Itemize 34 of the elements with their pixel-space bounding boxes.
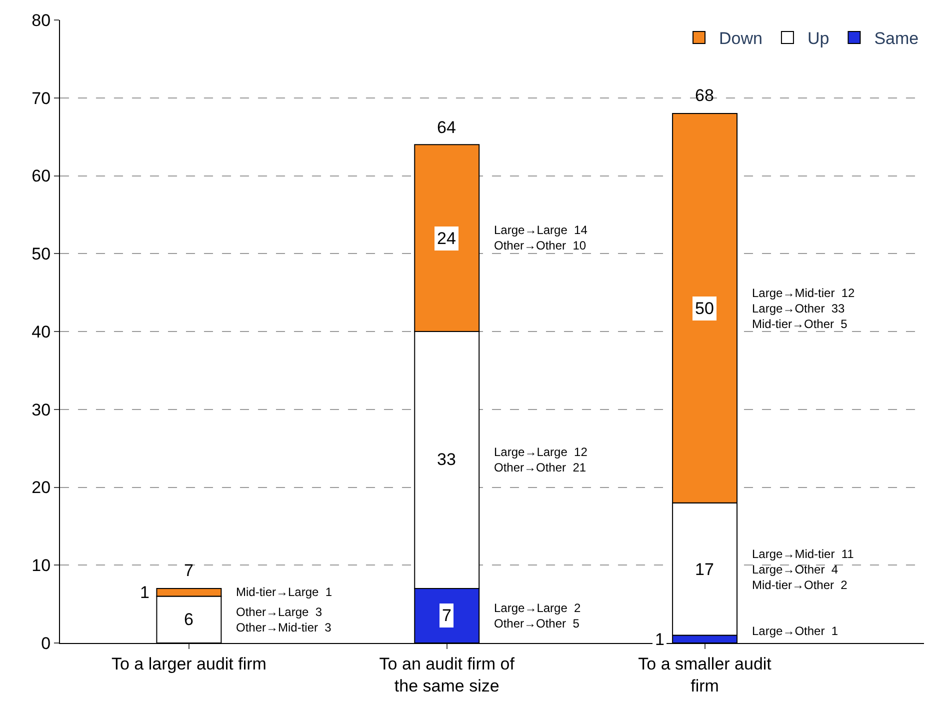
data-label: 24 bbox=[437, 229, 456, 248]
annotation: Mid-tier→Large 1 bbox=[236, 585, 332, 599]
y-tick-label: 80 bbox=[32, 10, 51, 30]
annotation: Large→Large 12 Other→Other 21 bbox=[494, 445, 588, 475]
data-label: 1 bbox=[140, 583, 150, 602]
x-tick-label: To a larger audit firm bbox=[111, 654, 266, 674]
total-label: 64 bbox=[437, 118, 456, 137]
y-tick-label: 60 bbox=[32, 166, 51, 186]
x-tick-label: To an audit firm of the same size bbox=[379, 654, 515, 696]
x-tick-label: To a smaller audit firm bbox=[638, 654, 772, 696]
y-tick-label: 0 bbox=[41, 634, 51, 653]
data-label: 33 bbox=[437, 450, 456, 469]
y-tick-label: 10 bbox=[32, 556, 51, 576]
annotation: Large→Mid-tier 11 Large→Other 4 Mid-tier→Other 2 bbox=[752, 547, 854, 592]
legend-label: Down bbox=[719, 29, 762, 48]
data-label: 6 bbox=[184, 610, 194, 629]
data-label: 1 bbox=[655, 630, 664, 649]
data-label: 7 bbox=[442, 606, 452, 625]
y-tick-label: 70 bbox=[32, 88, 51, 108]
legend-label: Same bbox=[874, 29, 919, 48]
annotation: Large→Large 2 Other→Other 5 bbox=[494, 601, 582, 631]
y-tick-label: 20 bbox=[32, 478, 51, 498]
data-label: 50 bbox=[695, 299, 714, 318]
y-tick-label: 50 bbox=[32, 244, 51, 264]
total-label: 68 bbox=[695, 86, 714, 105]
annotation: Large→Mid-tier 12 Large→Other 33 Mid-tier→Other 5 bbox=[752, 286, 856, 332]
legend-label: Up bbox=[807, 29, 830, 48]
annotation: Large→Other 1 bbox=[752, 624, 838, 638]
data-label: 17 bbox=[695, 560, 714, 579]
total-label: 7 bbox=[184, 561, 194, 580]
y-tick-label: 40 bbox=[32, 322, 51, 342]
y-tick-label: 30 bbox=[32, 400, 51, 420]
annotation: Other→Large 3 Other→Mid-tier 3 bbox=[236, 605, 332, 635]
annotation: Large→Large 14 Other→Other 10 bbox=[494, 223, 588, 253]
